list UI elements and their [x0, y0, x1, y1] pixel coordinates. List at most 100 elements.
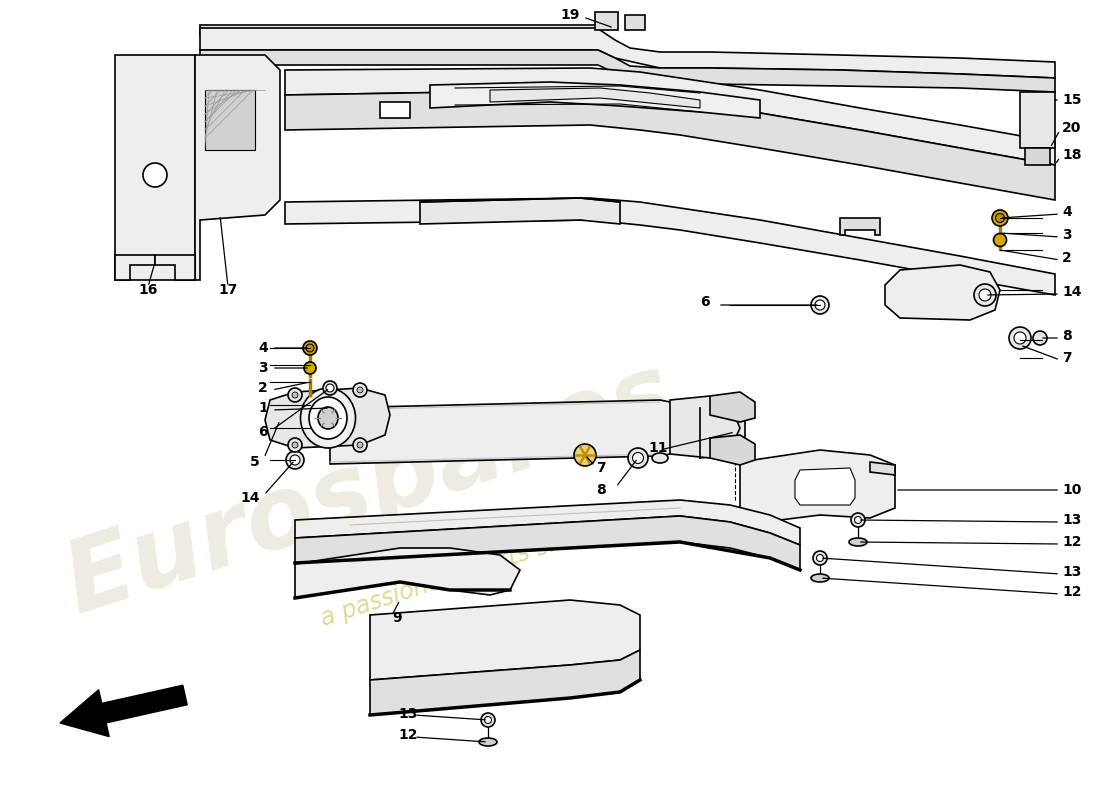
- Circle shape: [288, 438, 302, 452]
- Ellipse shape: [286, 451, 304, 469]
- Polygon shape: [265, 388, 390, 448]
- Ellipse shape: [481, 713, 495, 727]
- Text: 7: 7: [596, 461, 606, 475]
- Ellipse shape: [979, 289, 991, 301]
- Polygon shape: [295, 500, 800, 545]
- Text: 8: 8: [596, 483, 606, 497]
- Polygon shape: [1020, 92, 1055, 148]
- Ellipse shape: [1033, 331, 1047, 345]
- Polygon shape: [295, 548, 520, 598]
- Polygon shape: [285, 90, 1055, 200]
- Ellipse shape: [318, 407, 338, 429]
- Text: 14: 14: [1062, 285, 1081, 299]
- Text: 12: 12: [1062, 585, 1081, 599]
- Ellipse shape: [811, 574, 829, 582]
- Polygon shape: [195, 55, 280, 280]
- Text: 2: 2: [258, 381, 268, 395]
- Polygon shape: [1025, 148, 1050, 165]
- Ellipse shape: [996, 214, 1004, 222]
- Ellipse shape: [484, 717, 492, 723]
- Text: 18: 18: [1062, 148, 1081, 162]
- Text: 2: 2: [1062, 251, 1071, 265]
- Ellipse shape: [652, 453, 668, 463]
- Text: 3: 3: [258, 361, 268, 375]
- Ellipse shape: [300, 388, 355, 448]
- Polygon shape: [285, 198, 1055, 295]
- Ellipse shape: [302, 341, 317, 355]
- Text: 6: 6: [700, 295, 710, 309]
- Ellipse shape: [326, 384, 334, 392]
- Ellipse shape: [628, 448, 648, 468]
- Circle shape: [143, 163, 167, 187]
- Text: 4: 4: [258, 341, 268, 355]
- Ellipse shape: [813, 551, 827, 565]
- Polygon shape: [420, 198, 620, 224]
- Polygon shape: [155, 255, 195, 280]
- Text: 12: 12: [1062, 535, 1081, 549]
- Text: 15: 15: [1062, 93, 1081, 107]
- Text: a passionate parts since 1965: a passionate parts since 1965: [318, 498, 662, 631]
- Polygon shape: [370, 650, 640, 715]
- Polygon shape: [795, 468, 855, 505]
- Text: 8: 8: [1062, 329, 1071, 343]
- Ellipse shape: [993, 234, 1007, 246]
- Ellipse shape: [478, 738, 497, 746]
- Polygon shape: [205, 90, 255, 150]
- Text: 16: 16: [139, 283, 157, 297]
- Circle shape: [358, 442, 363, 448]
- Polygon shape: [886, 265, 1000, 320]
- Text: 20: 20: [1062, 121, 1081, 135]
- Ellipse shape: [323, 381, 337, 395]
- Polygon shape: [710, 392, 755, 422]
- Circle shape: [353, 383, 367, 397]
- Polygon shape: [490, 88, 700, 108]
- Polygon shape: [595, 12, 618, 30]
- Polygon shape: [740, 450, 895, 525]
- Text: 17: 17: [218, 283, 238, 297]
- Polygon shape: [700, 404, 745, 458]
- Circle shape: [292, 442, 298, 448]
- FancyArrow shape: [60, 686, 187, 737]
- Ellipse shape: [632, 453, 644, 463]
- Polygon shape: [840, 218, 880, 235]
- Ellipse shape: [815, 300, 825, 310]
- Text: 12: 12: [398, 728, 418, 742]
- Polygon shape: [285, 68, 1055, 165]
- Ellipse shape: [816, 554, 824, 562]
- Ellipse shape: [851, 513, 865, 527]
- Circle shape: [353, 438, 367, 452]
- Text: 3: 3: [1062, 228, 1071, 242]
- Polygon shape: [295, 516, 800, 570]
- Ellipse shape: [855, 517, 861, 523]
- Text: 9: 9: [392, 611, 402, 625]
- Text: 13: 13: [1062, 565, 1081, 579]
- Circle shape: [358, 387, 363, 393]
- Ellipse shape: [1014, 332, 1026, 344]
- Ellipse shape: [974, 284, 996, 306]
- Ellipse shape: [304, 362, 316, 374]
- Polygon shape: [116, 55, 195, 280]
- Text: 13: 13: [1062, 513, 1081, 527]
- Text: 5: 5: [251, 455, 260, 469]
- Ellipse shape: [309, 397, 346, 439]
- Polygon shape: [116, 255, 155, 280]
- Polygon shape: [200, 50, 1055, 92]
- Ellipse shape: [811, 296, 829, 314]
- Polygon shape: [670, 396, 740, 458]
- Circle shape: [292, 392, 298, 398]
- Ellipse shape: [849, 538, 867, 546]
- Polygon shape: [370, 600, 640, 680]
- Text: 4: 4: [1062, 205, 1071, 219]
- Ellipse shape: [306, 344, 313, 352]
- Polygon shape: [200, 25, 600, 35]
- Polygon shape: [330, 400, 690, 464]
- Ellipse shape: [290, 455, 300, 465]
- Text: 14: 14: [241, 491, 260, 505]
- Circle shape: [288, 388, 302, 402]
- Text: 13: 13: [398, 707, 417, 721]
- Polygon shape: [379, 102, 410, 118]
- Ellipse shape: [1009, 327, 1031, 349]
- Polygon shape: [625, 15, 645, 30]
- Text: 6: 6: [258, 425, 268, 439]
- Text: 10: 10: [1062, 483, 1081, 497]
